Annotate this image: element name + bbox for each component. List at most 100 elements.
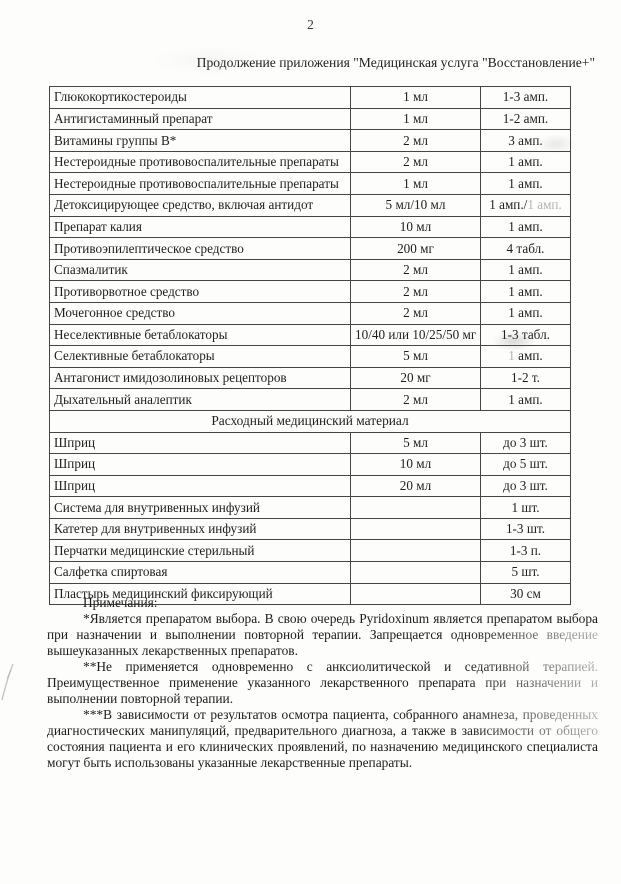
- dose-cell: 10 мл: [350, 215, 481, 239]
- dose-cell: 1 мл: [350, 172, 481, 195]
- table-body: Глюкокортикостероиды 1 мл 1-3 амп. Антигист…: [49, 86, 571, 606]
- table-row: Антагонист имидозолиновых рецепторов 20 м…: [49, 366, 571, 390]
- item-name-cell: Неселективные бетаблокаторы: [49, 323, 351, 347]
- quantity-text: 1-3 табл.: [501, 326, 550, 342]
- quantity-text: 1-3 амп.: [502, 89, 549, 105]
- quantity-text: 1-2 амп.: [502, 110, 549, 126]
- note-paragraph: ***В зависимости от результатов осмотра …: [47, 707, 598, 770]
- quantity-text: 1-3 п.: [509, 542, 542, 558]
- quantity-text: 1 амп.: [508, 154, 543, 170]
- quantity-cell: 3 амп.: [480, 129, 571, 152]
- table-row: Детоксицирующее средство, включая антидо…: [49, 193, 571, 217]
- notes-section: Примечания: *Является препаратом выбора.…: [47, 595, 598, 771]
- quantity-cell: 1-3 табл.: [480, 323, 571, 347]
- dose-cell: 5 мл: [350, 431, 481, 455]
- quantity-text: 1-2 т.: [511, 370, 540, 386]
- table-row: Нестероидные противовоспалительные препа…: [49, 172, 571, 195]
- quantity-cell: 5 шт.: [480, 561, 571, 584]
- quantity-text: 1 амп.: [508, 262, 543, 278]
- dose-cell: 1 мл: [350, 107, 481, 131]
- table-row: Шприц 20 мл до 3 шт.: [49, 474, 571, 498]
- item-name-cell: Дыхательный аналептик: [49, 388, 351, 411]
- item-name-cell: Нестероидные противовоспалительные препа…: [49, 150, 351, 174]
- item-name-cell: Детоксицирующее средство, включая антидо…: [49, 193, 351, 217]
- quantity-cell: 1 амп.: [480, 280, 571, 303]
- dose-cell: 10/40 или 10/25/50 мг: [350, 323, 481, 347]
- item-name-cell: Шприц: [49, 431, 351, 455]
- table-row: Шприц 10 мл до 5 шт.: [49, 453, 571, 476]
- quantity-cell: 1 амп.: [480, 172, 571, 195]
- dose-cell: 5 мл: [350, 345, 481, 368]
- table-row: Спазмалитик 2 мл 1 амп.: [49, 258, 571, 282]
- quantity-text: до 3 шт.: [503, 434, 548, 450]
- document-title: Продолжение приложения "Медицинская услу…: [196, 55, 595, 70]
- quantity-cell: 1-3 амп.: [480, 86, 571, 109]
- dose-cell: 1 мл: [350, 86, 481, 109]
- table-row: Препарат калия 10 мл 1 амп.: [49, 215, 571, 239]
- quantity-cell: до 5 шт.: [480, 453, 571, 476]
- item-name-cell: Антагонист имидозолиновых рецепторов: [49, 366, 351, 390]
- quantity-cell: 1 амп.: [480, 345, 571, 368]
- notes-heading: Примечания:: [83, 595, 158, 610]
- dose-cell: 2 мл: [350, 388, 481, 411]
- table-row: Антигистаминный препарат 1 мл 1-2 амп.: [49, 107, 571, 131]
- item-name-cell: Противоэпилептическое средство: [49, 237, 351, 260]
- quantity-text: 1 амп.: [508, 283, 543, 299]
- item-name-cell: Шприц: [49, 474, 351, 498]
- item-name-cell: Селективные бетаблокаторы: [49, 345, 351, 368]
- dose-cell: 20 мг: [350, 366, 481, 390]
- dose-cell: 2 мл: [350, 129, 481, 152]
- item-name-cell: Противорвотное средство: [49, 280, 351, 303]
- dose-cell: 2 мл: [350, 258, 481, 282]
- dose-cell: 2 мл: [350, 150, 481, 174]
- table-row: Салфетка спиртовая 5 шт.: [49, 561, 571, 584]
- dose-cell: [350, 496, 481, 519]
- item-name-cell: Спазмалитик: [49, 258, 351, 282]
- quantity-text: 1 амп.: [508, 391, 543, 407]
- quantity-text: 30 см: [510, 586, 541, 602]
- quantity-cell: 1-3 п.: [480, 539, 571, 563]
- dose-cell: [350, 561, 481, 584]
- quantity-cell: 1-2 т.: [480, 366, 571, 390]
- quantity-cell: 1 амп.: [480, 258, 571, 282]
- quantity-cell: 1 амп.: [480, 150, 571, 174]
- medical-services-table: Глюкокортикостероиды 1 мл 1-3 амп. Антигист…: [49, 86, 571, 606]
- quantity-text: до 5 шт.: [503, 456, 548, 472]
- quantity-text: 3 амп.: [508, 132, 543, 148]
- quantity-text: 1 шт.: [511, 499, 540, 515]
- item-name-cell: Нестероидные противовоспалительные препа…: [49, 172, 351, 195]
- table-section-row: Расходный медицинский материал: [49, 409, 571, 433]
- quantity-cell: 30 см: [480, 582, 571, 606]
- quantity-text: 5 шт.: [511, 564, 540, 580]
- quantity-text: амп.: [518, 348, 543, 364]
- table-row: Селективные бетаблокаторы 5 мл 1 амп.: [49, 345, 571, 368]
- quantity-text: 1-3 шт.: [505, 521, 546, 537]
- table-row: Противорвотное средство 2 мл 1 амп.: [49, 280, 571, 303]
- dose-cell: 20 мл: [350, 474, 481, 498]
- quantity-cell: до 3 шт.: [480, 474, 571, 498]
- note-paragraph: *Является препаратом выбора. В свою очер…: [47, 611, 598, 658]
- item-name-cell: Антигистаминный препарат: [49, 107, 351, 131]
- quantity-cell: 1 амп.: [480, 388, 571, 411]
- table-row: Система для внутривенных инфузий 1 шт.: [49, 496, 571, 519]
- dose-cell: [350, 517, 481, 541]
- quantity-text-faded: 1 амп.: [527, 197, 562, 213]
- quantity-text: до 3 шт.: [503, 478, 548, 494]
- quantity-cell: до 3 шт.: [480, 431, 571, 455]
- item-name-cell: Шприц: [49, 453, 351, 476]
- table-row: Нестероидные противовоспалительные препа…: [49, 150, 571, 174]
- table-row: Катетер для внутривенных инфузий 1-3 шт.: [49, 517, 571, 541]
- quantity-text-faded: 1: [508, 348, 519, 364]
- quantity-text: 1 амп./: [489, 197, 528, 213]
- item-name-cell: Система для внутривенных инфузий: [49, 496, 351, 519]
- table-row: Перчатки медицинские стерильный 1-3 п.: [49, 539, 571, 563]
- quantity-cell: 1 амп./1 амп.: [480, 193, 571, 217]
- item-name-cell: Пластырь медицинский фиксирующий: [49, 582, 351, 606]
- table-row: Неселективные бетаблокаторы 10/40 или 10/…: [49, 323, 571, 347]
- item-name-cell: Глюкокортикостероиды: [49, 86, 351, 109]
- quantity-cell: 4 табл.: [480, 237, 571, 260]
- table-row: Дыхательный аналептик 2 мл 1 амп.: [49, 388, 571, 411]
- table-row: Витамины группы В* 2 мл 3 амп.: [49, 129, 571, 152]
- section-header: Расходный медицинский материал: [49, 409, 571, 433]
